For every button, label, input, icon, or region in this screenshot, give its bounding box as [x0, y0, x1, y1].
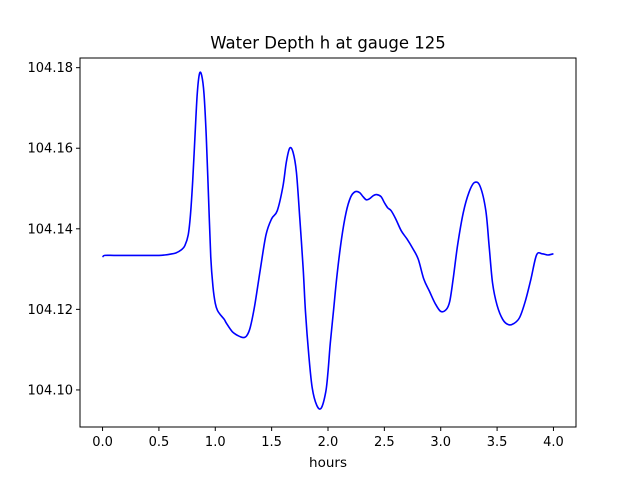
series-line	[101, 71, 554, 410]
x-tick-label: 3.0	[430, 435, 451, 450]
x-tick-label: 1.5	[261, 435, 282, 450]
x-tick-label: 0.5	[149, 435, 170, 450]
x-tick-label: 1.0	[205, 435, 226, 450]
chart-title: Water Depth h at gauge 125	[210, 34, 445, 53]
y-tick-label: 104.10	[28, 383, 74, 398]
y-tick-label: 104.14	[28, 222, 74, 237]
x-tick-label: 4.0	[543, 435, 564, 450]
x-tick-label: 0.0	[92, 435, 113, 450]
y-tick-label: 104.16	[28, 142, 74, 157]
y-tick-label: 104.12	[28, 303, 74, 318]
y-axis: 104.10 104.12 104.14 104.16 104.18	[28, 61, 80, 398]
x-tick-label: 3.5	[487, 435, 508, 450]
y-tick-label: 104.18	[28, 61, 74, 76]
x-axis-label: hours	[309, 455, 347, 471]
series-layer	[101, 71, 554, 410]
x-tick-label: 2.5	[374, 435, 395, 450]
x-axis: 0.0 0.5 1.0 1.5 2.0 2.5 3.0 3.5 4.0	[92, 427, 564, 450]
x-tick-label: 2.0	[318, 435, 339, 450]
